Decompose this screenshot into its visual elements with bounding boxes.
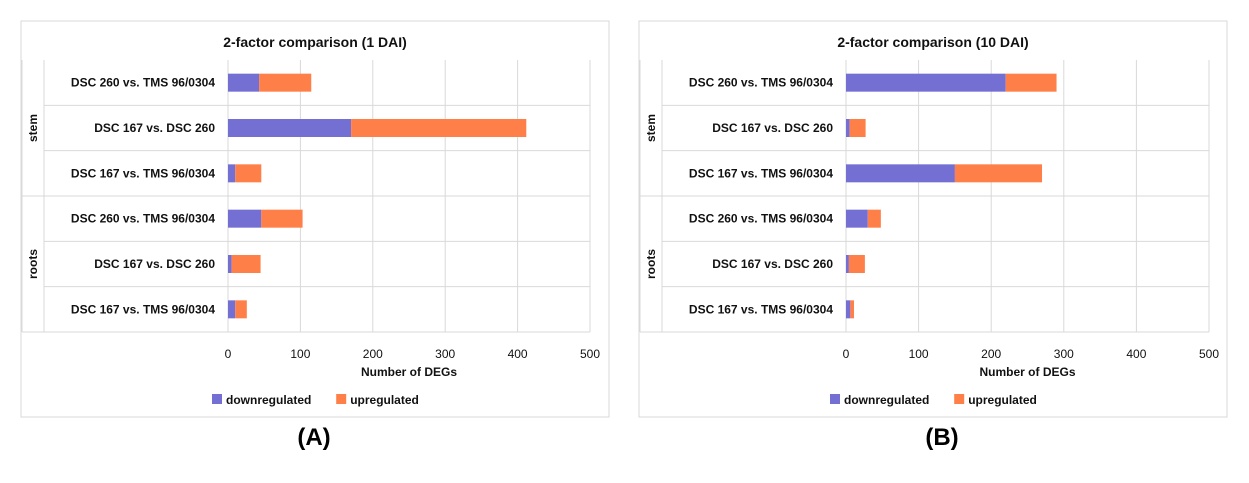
x-tick-label-b: 300 (1054, 347, 1074, 361)
bar-upregulated-a (235, 300, 247, 319)
bar-upregulated-b (867, 209, 881, 228)
group-label-stem-b: stem (644, 114, 658, 142)
bar-downregulated-a (228, 300, 236, 319)
bar-downregulated-b (846, 73, 1006, 92)
category-label-b: DSC 260 vs. TMS 96/0304 (689, 76, 833, 90)
x-tick-label-a: 200 (363, 347, 383, 361)
chart-frame-a (20, 20, 610, 418)
bar-upregulated-b (954, 164, 1043, 183)
x-tick-label-b: 200 (981, 347, 1001, 361)
legend-label-upregulated-a: upregulated (350, 393, 419, 407)
x-tick-label-a: 400 (508, 347, 528, 361)
bar-upregulated-a (235, 164, 262, 183)
bar-downregulated-a (228, 119, 352, 137)
x-tick-label-a: 500 (580, 347, 600, 361)
category-label-a: DSC 260 vs. TMS 96/0304 (71, 212, 215, 226)
category-label-b: DSC 167 vs. DSC 260 (712, 257, 833, 271)
x-tick-label-a: 0 (225, 347, 232, 361)
bar-downregulated-a (228, 255, 232, 273)
bar-upregulated-b (849, 119, 866, 137)
x-tick-label-b: 0 (843, 347, 850, 361)
group-label-stem-a: stem (26, 114, 40, 142)
legend-label-upregulated-b: upregulated (968, 393, 1037, 407)
bar-downregulated-b (846, 164, 955, 183)
bar-downregulated-b (846, 300, 851, 319)
x-tick-label-a: 300 (435, 347, 455, 361)
group-label-roots-a: roots (26, 249, 40, 279)
bar-upregulated-b (848, 255, 865, 273)
x-tick-label-b: 400 (1126, 347, 1146, 361)
category-label-a: DSC 260 vs. TMS 96/0304 (71, 76, 215, 90)
bar-downregulated-b (846, 255, 849, 273)
bar-downregulated-a (228, 73, 260, 92)
bar-upregulated-a (261, 209, 303, 228)
group-label-roots-b: roots (644, 249, 658, 279)
legend-swatch-downregulated-a (212, 394, 222, 404)
x-tick-label-a: 100 (290, 347, 310, 361)
legend-label-downregulated-b: downregulated (844, 393, 929, 407)
bar-downregulated-b (846, 209, 868, 228)
panel-label-b: (B) (925, 424, 959, 451)
category-label-a: DSC 167 vs. DSC 260 (94, 121, 215, 135)
bar-upregulated-b (850, 300, 854, 319)
category-label-b: DSC 167 vs. DSC 260 (712, 121, 833, 135)
category-label-a: DSC 167 vs. TMS 96/0304 (71, 302, 215, 316)
x-tick-label-b: 100 (909, 347, 929, 361)
bar-upregulated-a (231, 255, 261, 273)
bar-downregulated-b (846, 119, 850, 137)
legend-swatch-upregulated-b (954, 394, 965, 404)
bar-downregulated-a (228, 209, 262, 228)
bar-upregulated-a (259, 73, 312, 92)
x-tick-label-b: 500 (1199, 347, 1219, 361)
x-axis-title-a: Number of DEGs (361, 365, 457, 379)
bar-upregulated-b (1005, 73, 1057, 92)
category-label-b: DSC 167 vs. TMS 96/0304 (689, 166, 833, 180)
category-label-a: DSC 167 vs. TMS 96/0304 (71, 166, 215, 180)
bar-upregulated-a (351, 119, 527, 137)
legend-swatch-downregulated-b (830, 394, 840, 404)
panel-label-a: (A) (297, 424, 331, 451)
category-label-b: DSC 167 vs. TMS 96/0304 (689, 302, 833, 316)
bar-downregulated-a (228, 164, 236, 183)
category-label-a: DSC 167 vs. DSC 260 (94, 257, 215, 271)
category-label-b: DSC 260 vs. TMS 96/0304 (689, 212, 833, 226)
legend-label-downregulated-a: downregulated (226, 393, 311, 407)
chart-title-a: 2-factor comparison (1 DAI) (223, 34, 407, 50)
legend-swatch-upregulated-a (336, 394, 347, 404)
x-axis-title-b: Number of DEGs (979, 365, 1075, 379)
chart-title-b: 2-factor comparison (10 DAI) (837, 34, 1028, 50)
